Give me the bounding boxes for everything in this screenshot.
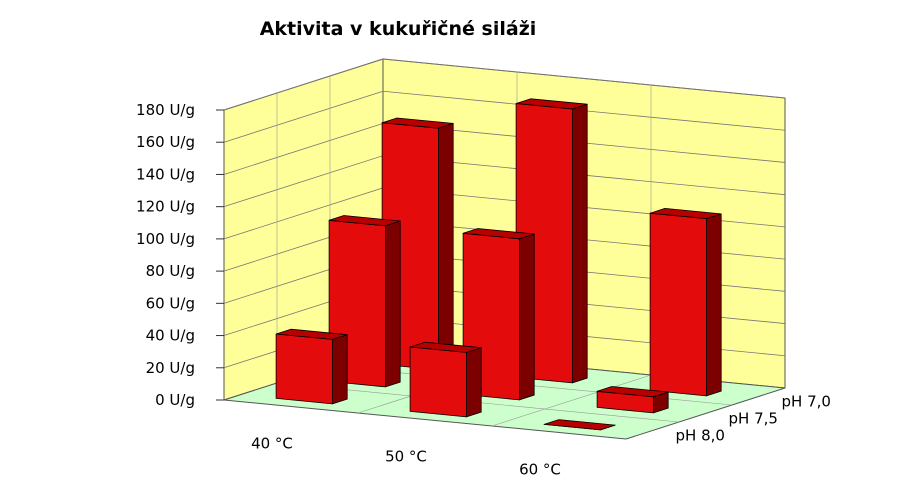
depth-tick-label: pH 8,0 [676,427,725,445]
bar [409,341,482,418]
bar-top [409,341,482,353]
depth-tick-label: pH 7,0 [782,393,831,411]
bar-top [462,228,535,240]
y-tick-label: 80 U/g [146,262,195,280]
y-tick-label: 20 U/g [146,359,195,377]
gridline-back [382,58,786,99]
gridline-left [223,123,384,175]
bar-side [706,213,722,397]
gridline-floor-category [491,374,652,427]
bar-top [328,215,401,227]
bar-front [409,346,467,418]
bar [543,419,616,431]
bar-top [381,117,454,129]
bar-top [515,98,588,110]
bar-side [519,233,535,401]
depth-tick-label: pH 7,5 [729,410,778,428]
y-tick-label: 0 U/g [155,391,195,409]
bar-top [543,419,616,431]
y-tick-label: 140 U/g [136,165,195,183]
bar-top [649,207,722,220]
bar [649,207,722,397]
chart-bars [275,98,722,431]
y-tick-label: 40 U/g [146,327,195,345]
y-tick-label: 120 U/g [136,198,195,216]
bar-side [384,220,401,388]
chart-title: Aktivita v kukuřičné siláži [260,18,537,40]
x-tick-label: 60 °C [519,461,561,477]
chart-labels: 0 U/g 20 U/g 40 U/g 60 U/g 80 U/g 100 U/g 120 … [136,101,831,477]
y-tick-label: 100 U/g [136,230,195,248]
gridline-left [223,58,384,111]
gridline-left [223,155,384,208]
bar-side [465,347,482,418]
y-tick-label: 160 U/g [136,133,195,151]
x-tick-label: 40 °C [251,435,293,453]
bar-side [572,103,588,384]
bar [275,328,348,405]
bar-front [275,333,333,405]
bar-side [437,123,454,371]
bar [596,386,669,414]
gridline-left [223,187,384,240]
x-tick-label: 50 °C [385,448,427,466]
y-tick-label: 180 U/g [136,101,195,119]
y-tick-label: 60 U/g [146,294,195,312]
gridline-left [223,90,384,143]
bar-front [649,212,707,397]
bar-side [331,334,348,405]
bar-top [275,328,348,340]
bar-top [596,386,669,398]
